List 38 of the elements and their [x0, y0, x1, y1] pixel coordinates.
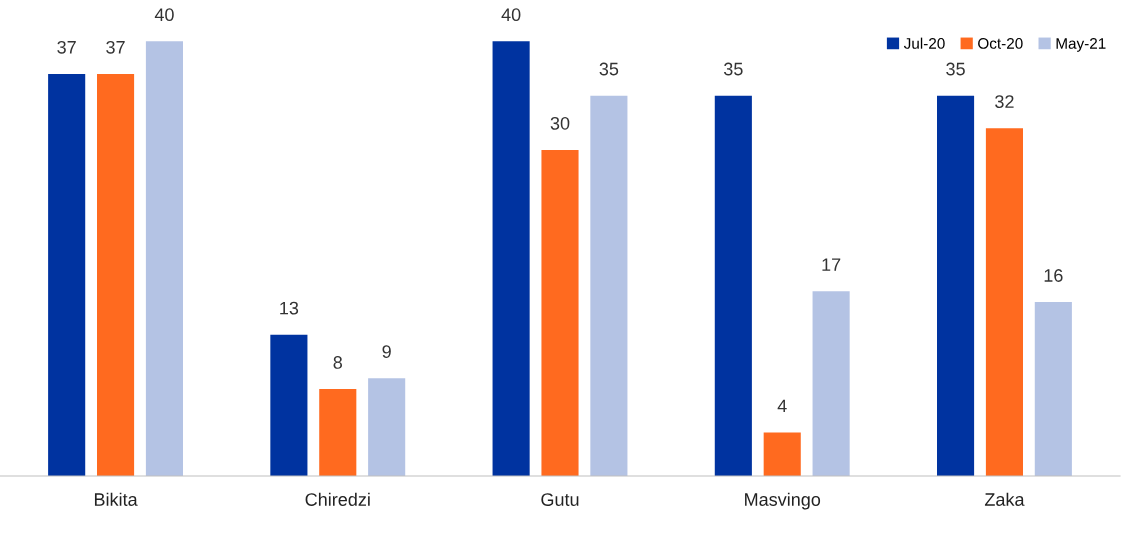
bar: [763, 432, 801, 476]
data-label: 40: [154, 8, 174, 22]
data-label: 13: [280, 301, 299, 315]
data-label: 9: [382, 345, 391, 358]
bar: [319, 389, 357, 476]
data-label: 17: [822, 258, 841, 271]
data-label: 35: [946, 62, 965, 76]
x-tick-label: Gutu: [541, 493, 579, 506]
x-tick-label: Masvingo: [745, 492, 821, 510]
data-label: 37: [106, 40, 125, 54]
data-label: 35: [599, 62, 619, 76]
data-label: 16: [1044, 269, 1063, 282]
data-label: 8: [333, 356, 343, 369]
bar: [145, 41, 183, 476]
data-label: 30: [550, 116, 570, 130]
bar: [937, 95, 975, 476]
bar: [541, 149, 579, 476]
x-tick-label: Bikita: [94, 492, 138, 506]
data-label: 32: [995, 95, 1014, 108]
data-label: 37: [57, 40, 76, 54]
bar: [48, 73, 86, 476]
legend-label: May-21: [1056, 38, 1106, 52]
data-label: 40: [501, 8, 521, 22]
bar: [985, 128, 1023, 476]
x-tick-label: Zaka: [984, 492, 1025, 506]
bar: [97, 73, 135, 476]
bar: [714, 95, 752, 476]
bar: [492, 41, 530, 476]
x-tick-label: Chiredzi: [305, 492, 370, 506]
bar: [812, 291, 850, 476]
bar: [270, 334, 308, 476]
legend-label: Oct-20: [978, 38, 1023, 49]
bar: [590, 95, 628, 476]
bar: [368, 378, 406, 476]
bar: [1034, 302, 1072, 476]
legend-label: Jul-20: [903, 37, 945, 49]
data-label: 35: [723, 62, 743, 76]
data-label: 4: [777, 399, 787, 413]
